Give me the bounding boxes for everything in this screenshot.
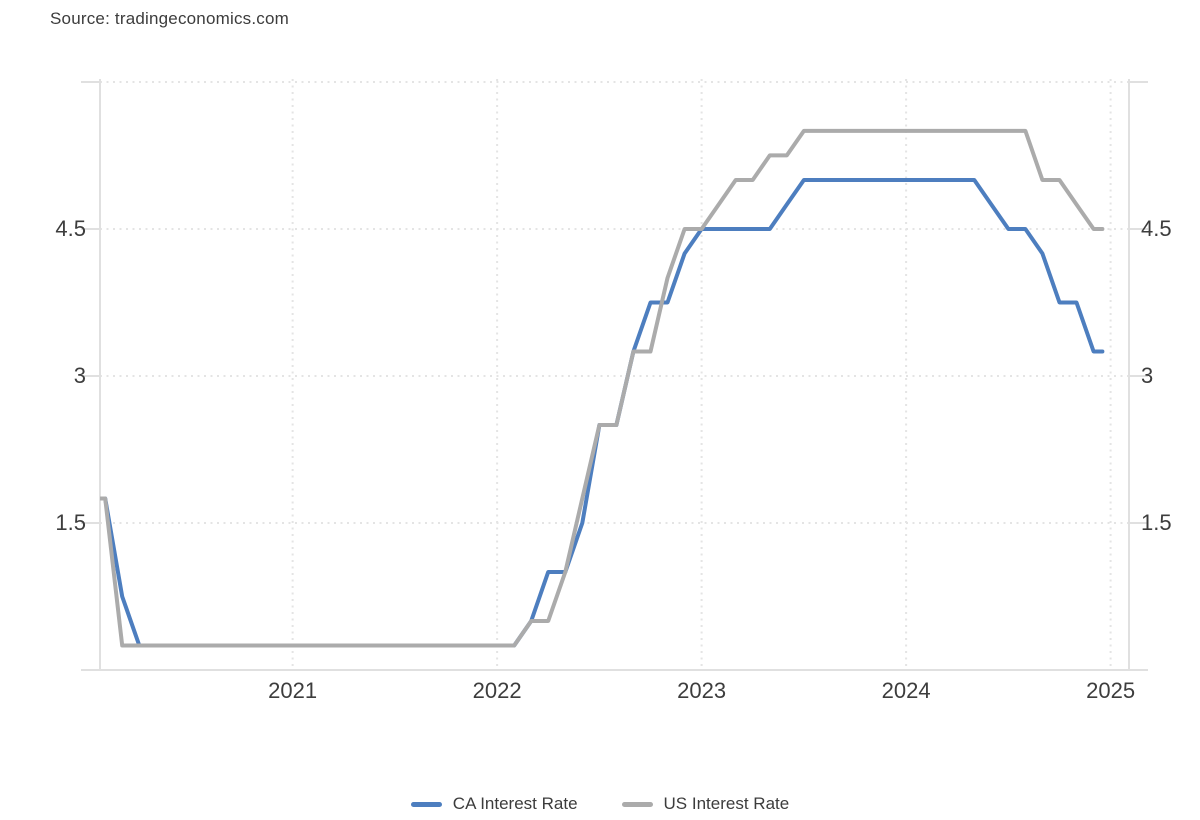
ca-interest-rate-line[interactable] [100,178,1105,648]
chart-plot-area[interactable] [100,79,1129,670]
chart-grid [81,79,1148,671]
ca-legend-swatch [410,801,442,807]
x-axis-label: 2021 [268,678,318,703]
y-axis-label-right: 1.5 [1141,509,1172,535]
chart-legend: CA Interest Rate US Interest Rate [0,790,1200,818]
legend-item-ca[interactable]: CA Interest Rate [410,794,578,814]
legend-item-us[interactable]: US Interest Rate [621,794,790,814]
us-legend-label: US Interest Rate [663,794,790,813]
x-axis-label: 2024 [881,678,931,703]
x-axis-label: 2025 [1086,678,1136,703]
x-axis-label: 2023 [677,678,727,703]
us-interest-rate-line[interactable] [100,128,1105,648]
y-axis-label-right: 3 [1141,362,1154,388]
ca-legend-label: CA Interest Rate [452,794,578,813]
y-axis-label-right: 4.5 [1141,215,1172,241]
x-axis-label: 2022 [472,678,522,703]
source-text: Source: tradingeconomics.com [50,9,289,28]
y-axis-label-left: 3 [73,362,86,388]
y-axis-label-left: 1.5 [55,509,86,535]
us-legend-swatch [621,801,653,807]
y-axis-label-left: 4.5 [55,215,86,241]
